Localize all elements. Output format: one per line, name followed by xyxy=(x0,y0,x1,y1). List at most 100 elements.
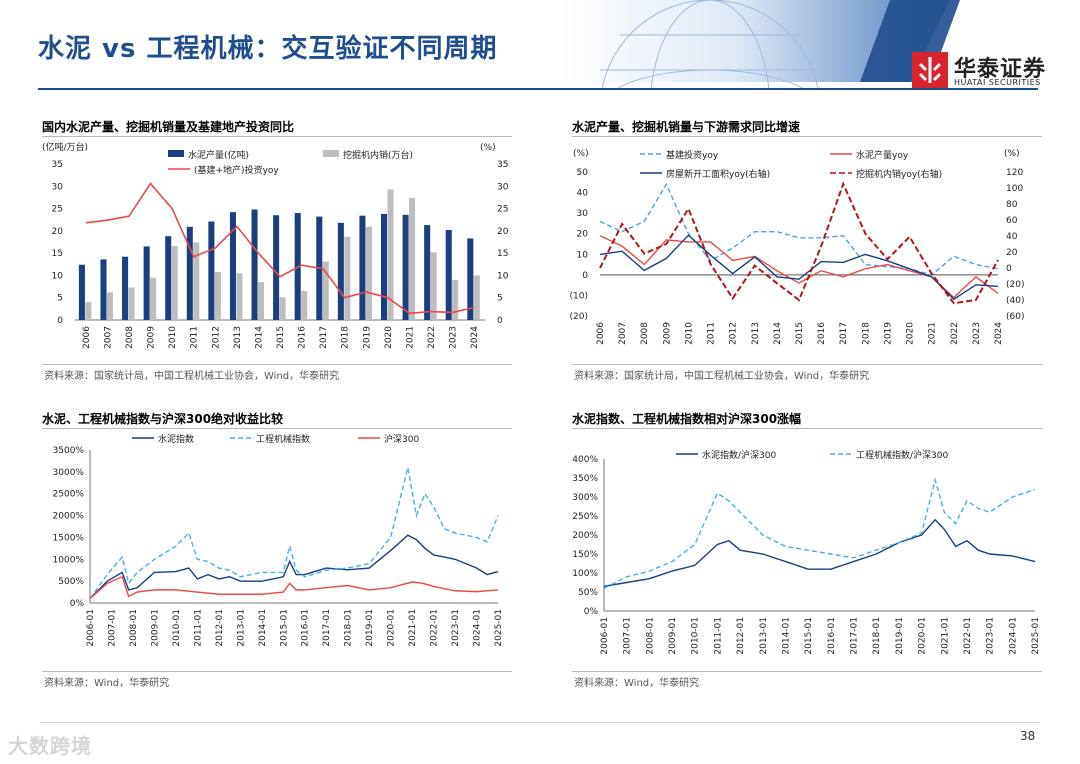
y-tick-right: (40) xyxy=(1006,296,1024,306)
bar-cement-2022 xyxy=(424,225,431,320)
x-tick-label: 2019 xyxy=(362,326,372,349)
y-tick-right: 10 xyxy=(497,271,509,281)
x-tick-label: 2024-01 xyxy=(1008,617,1018,655)
bar-cement-2024 xyxy=(467,238,474,320)
panel2-source: 资料来源：国家统计局，中国工程机械工业协会，Wind，华泰研究 xyxy=(574,371,870,382)
x-tick-label: 2022 xyxy=(427,326,437,349)
bar-cement-2014 xyxy=(251,209,258,320)
series-line-investment-yoy xyxy=(85,182,475,315)
legend-series-0-label: 水泥指数/沪深300 xyxy=(702,449,776,461)
legend-excavator-yoy-label: 挖掘机内销yoy(右轴) xyxy=(856,168,942,180)
y-tick-left: 0 xyxy=(57,316,63,326)
y-tick-right: 25 xyxy=(497,205,508,215)
bar-cement-2015 xyxy=(273,215,280,320)
x-tick-label: 2017 xyxy=(319,326,329,349)
x-tick-label: 2016 xyxy=(298,326,308,349)
chart-absolute-returns: 0% 500% 1000% 1500% 2000% 2500% 3000% 3500% 2006… xyxy=(53,433,504,647)
panel3-title-rule xyxy=(42,428,512,429)
y-tick-right: 15 xyxy=(497,249,508,259)
x-tick-label: 2020-01 xyxy=(387,609,397,647)
x-tick-label: 2016-01 xyxy=(301,609,311,647)
y-tick-left: 20 xyxy=(52,227,64,237)
series-line-1 xyxy=(603,477,1036,589)
y-tick-left: 30 xyxy=(52,182,64,192)
bar-excavator-2006 xyxy=(85,302,92,320)
x-tick-label: 2008-01 xyxy=(645,617,655,655)
x-tick-label: 2006-01 xyxy=(600,617,610,655)
panel4-title: 水泥指数、工程机械指数相对沪深300涨幅 xyxy=(572,412,802,426)
legend-series-2-label: 沪深300 xyxy=(384,433,419,445)
x-tick-label: 2013-01 xyxy=(759,617,769,655)
y-tick-left: 40 xyxy=(577,189,589,199)
series-line-1 xyxy=(89,467,499,600)
watermark: 大数跨境 xyxy=(8,734,92,758)
right-axis-unit: (%) xyxy=(1004,149,1020,159)
series-line-0 xyxy=(89,534,499,600)
y-tick: 250% xyxy=(572,512,598,522)
bar-cement-2009 xyxy=(143,246,150,320)
chart-yoy-growth: (%) (%) (20) (10) 0 10 20 30 40 50 (60) (40) (20) 0 20… xyxy=(570,149,1025,345)
y-tick: 50% xyxy=(578,588,598,598)
x-tick-label: 2013-01 xyxy=(236,609,246,647)
x-tick-label: 2007 xyxy=(618,322,628,345)
x-tick-label: 2010 xyxy=(684,322,694,345)
y-tick: 400% xyxy=(572,455,598,465)
x-tick-label: 2018-01 xyxy=(344,609,354,647)
y-tick-left: 10 xyxy=(577,250,589,260)
x-tick-label: 2010 xyxy=(168,326,178,349)
y-tick-left: 10 xyxy=(52,271,64,281)
y-tick: 350% xyxy=(572,474,598,484)
x-tick-label: 2008-01 xyxy=(129,609,139,647)
bar-cement-2013 xyxy=(229,212,236,320)
x-tick-label: 2014-01 xyxy=(258,609,268,647)
x-tick-label: 2007-01 xyxy=(623,617,633,655)
y-tick-left: 5 xyxy=(57,294,63,304)
panel4-source: 资料来源：Wind，华泰研究 xyxy=(574,678,700,689)
series-line-0 xyxy=(603,518,1036,587)
bar-excavator-2012 xyxy=(214,271,221,320)
bar-excavator-2024 xyxy=(473,275,480,320)
y-tick-right: 0 xyxy=(497,316,503,326)
x-tick-label: 2014-01 xyxy=(781,617,791,655)
x-tick-label: 2015-01 xyxy=(279,609,289,647)
legend-excavator-swatch xyxy=(323,150,339,157)
bar-excavator-2022 xyxy=(430,252,437,320)
panel3-title: 水泥、工程机械指数与沪深300绝对收益比较 xyxy=(42,412,284,426)
series-line-2 xyxy=(599,234,999,301)
bar-excavator-2015 xyxy=(279,297,286,320)
x-tick-label: 2011-01 xyxy=(713,617,723,655)
x-tick-label: 2025-01 xyxy=(494,609,504,647)
y-tick-right: 120 xyxy=(1006,168,1023,178)
bar-excavator-2009 xyxy=(150,277,157,320)
x-tick-label: 2013 xyxy=(751,322,761,345)
series-line-3 xyxy=(599,181,999,305)
y-tick-left: 50 xyxy=(577,168,589,178)
y-tick: 500% xyxy=(58,577,84,587)
y-tick-left: 25 xyxy=(52,205,63,215)
right-axis-unit: (%) xyxy=(480,143,496,153)
header-divider xyxy=(38,88,1038,90)
x-tick-label: 2006-01 xyxy=(86,609,96,647)
x-tick-label: 2018 xyxy=(861,322,871,345)
x-tick-label: 2007 xyxy=(103,326,113,349)
y-tick-right: (20) xyxy=(1006,280,1024,290)
page-title: 水泥 vs 工程机械：交互验证不同周期 xyxy=(38,34,498,64)
panel1-source-rule xyxy=(42,364,512,365)
x-tick-label: 2006 xyxy=(596,322,606,345)
y-tick-right: 40 xyxy=(1006,232,1018,242)
y-tick: 0% xyxy=(584,607,599,617)
panel4-source-rule xyxy=(572,671,1042,672)
y-tick: 3000% xyxy=(53,468,85,478)
x-tick-label: 2014 xyxy=(254,326,264,349)
x-tick-label: 2019-01 xyxy=(895,617,905,655)
y-tick-right: 60 xyxy=(1006,216,1018,226)
bar-excavator-2013 xyxy=(236,273,243,320)
x-tick-label: 2016-01 xyxy=(827,617,837,655)
x-tick-label: 2021 xyxy=(928,322,938,345)
header-globe-banner xyxy=(560,0,960,90)
x-tick-label: 2023-01 xyxy=(986,617,996,655)
bar-excavator-2020 xyxy=(387,189,394,320)
bar-excavator-2010 xyxy=(171,246,178,320)
x-tick-label: 2015 xyxy=(276,326,286,349)
legend-housing-yoy-label: 房屋新开工面积yoy(右轴) xyxy=(666,168,770,180)
